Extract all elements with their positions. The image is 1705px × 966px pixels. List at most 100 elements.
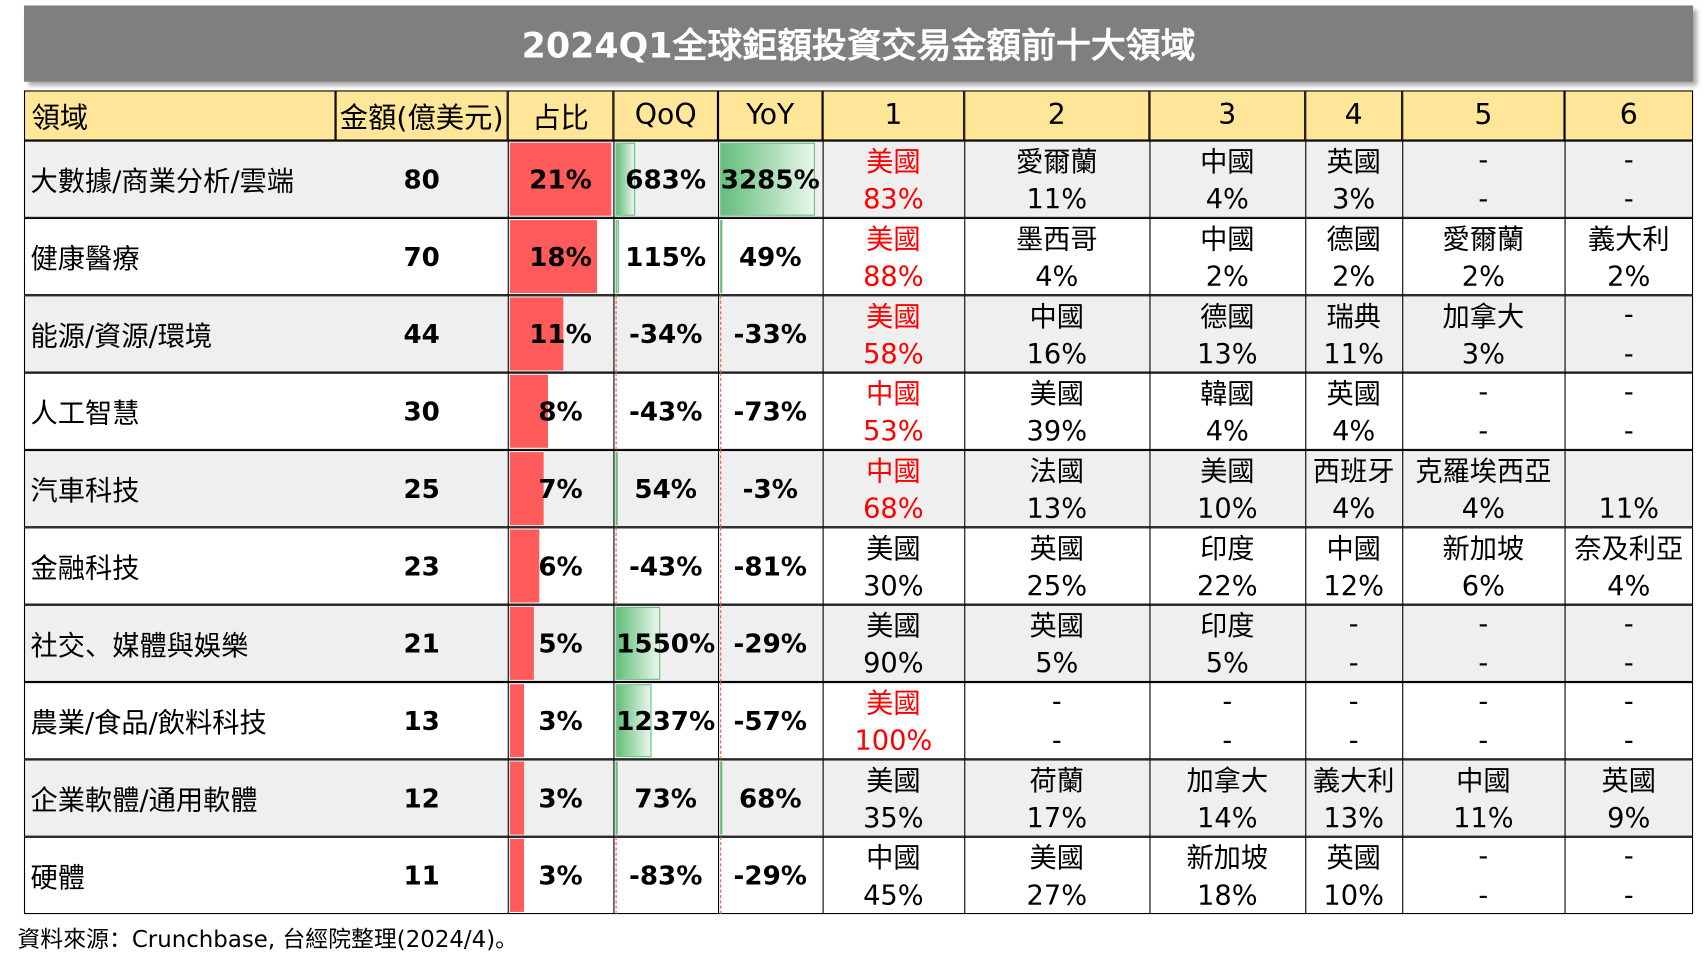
qoq-bar	[615, 606, 661, 680]
share-bar	[509, 838, 525, 912]
country-border	[1564, 140, 1694, 218]
country-border	[1402, 836, 1564, 915]
share-cell: 11%	[529, 318, 592, 350]
row-bg	[23, 759, 1694, 837]
country-border	[1402, 372, 1564, 450]
yoy-bar	[720, 220, 723, 294]
country-share: 45%	[863, 878, 924, 911]
country-name: 美國	[866, 764, 921, 797]
amount-cell: 13	[403, 705, 440, 736]
country-border	[1402, 527, 1564, 605]
row-bg	[23, 604, 1694, 683]
country-share: -	[1623, 878, 1634, 911]
yoy-bar	[720, 761, 723, 835]
country-name: 美國	[866, 609, 921, 642]
col-border	[613, 527, 718, 605]
row-bg	[23, 527, 1694, 605]
country-border	[964, 217, 1149, 296]
field-cell: 大數據/商業分析/雲端	[30, 165, 295, 197]
country-name: 德國	[1200, 300, 1255, 333]
col-border	[613, 759, 718, 837]
country-share: 35%	[863, 801, 924, 834]
country-name: 愛爾蘭	[1442, 223, 1525, 255]
share-cell: 21%	[529, 163, 592, 195]
country-name: 荷蘭	[1029, 764, 1085, 797]
country-border	[1305, 217, 1402, 296]
country-border	[1149, 217, 1305, 296]
col-border	[613, 682, 718, 760]
col-border	[717, 759, 823, 837]
share-bar	[509, 606, 535, 680]
qoq-bar	[615, 142, 636, 216]
qoq-cell: -83%	[628, 860, 703, 891]
country-name: 德國	[1326, 223, 1381, 255]
col-border	[507, 140, 614, 218]
col-border	[507, 217, 614, 296]
header-cell: 金額(億美元)	[335, 90, 508, 141]
country-name: 英國	[1601, 764, 1657, 797]
country-share: 30%	[863, 569, 924, 602]
yoy-cell: 68%	[738, 782, 802, 814]
country-share: 11%	[1026, 182, 1088, 215]
country-border	[1402, 295, 1564, 373]
yoy-bar	[720, 142, 816, 216]
col-border	[717, 682, 823, 760]
country-border	[1564, 604, 1694, 683]
share-cell: 18%	[529, 241, 592, 272]
share-bar	[509, 529, 539, 603]
country-share: 3%	[1461, 337, 1505, 370]
country-border	[822, 217, 965, 296]
country-name: 中國	[1029, 300, 1085, 333]
country-share: 14%	[1197, 801, 1258, 834]
country-border	[964, 527, 1149, 605]
country-border	[964, 295, 1149, 373]
country-name: -	[1478, 840, 1489, 872]
country-border	[1564, 449, 1694, 528]
country-share: 11%	[1598, 492, 1660, 524]
share-cell: 3%	[538, 705, 583, 736]
header-cell: QoQ	[613, 90, 718, 141]
country-share: -	[1623, 724, 1634, 756]
country-border	[1564, 682, 1694, 760]
country-share: 90%	[863, 646, 924, 679]
country-border	[1149, 140, 1305, 218]
yoy-cell: -29%	[733, 628, 807, 659]
amount-cell: 12	[403, 782, 440, 814]
row-bg	[23, 295, 1694, 373]
country-share: 2%	[1461, 260, 1505, 292]
yoy-cell: -73%	[733, 396, 807, 427]
country-border	[964, 449, 1149, 528]
country-border	[964, 836, 1149, 915]
country-share: -	[1478, 724, 1489, 756]
country-share: 2%	[1607, 260, 1651, 292]
country-share: 10%	[1323, 878, 1384, 911]
country-name: -	[1478, 376, 1489, 408]
country-border	[822, 836, 965, 915]
country-share: 4%	[1607, 569, 1651, 602]
yoy-cell: -57%	[733, 705, 807, 736]
country-name: 中國	[1326, 532, 1381, 565]
country-share: 88%	[863, 260, 924, 292]
country-name: -	[1623, 608, 1634, 640]
country-border	[1149, 682, 1305, 760]
country-name: 美國	[866, 532, 921, 565]
country-name: 英國	[1326, 377, 1381, 410]
country-name: -	[1623, 376, 1634, 408]
country-border	[1402, 759, 1564, 837]
country-name: 中國	[866, 377, 921, 410]
country-share: 9%	[1607, 801, 1651, 834]
country-name: 西班牙	[1312, 455, 1395, 487]
qoq-cell: 54%	[634, 473, 697, 504]
col-border	[717, 604, 823, 683]
amount-cell: 30	[403, 396, 440, 427]
col-border	[613, 449, 718, 528]
country-share: 4%	[1205, 414, 1249, 447]
country-border	[964, 759, 1149, 837]
qoq-bar	[615, 761, 618, 835]
country-share: 4%	[1332, 414, 1376, 447]
qoq-cell: -43%	[628, 396, 703, 427]
country-share: 6%	[1461, 569, 1505, 602]
col-border	[507, 527, 614, 605]
qoq-bar	[615, 684, 652, 758]
country-border	[1564, 836, 1694, 915]
